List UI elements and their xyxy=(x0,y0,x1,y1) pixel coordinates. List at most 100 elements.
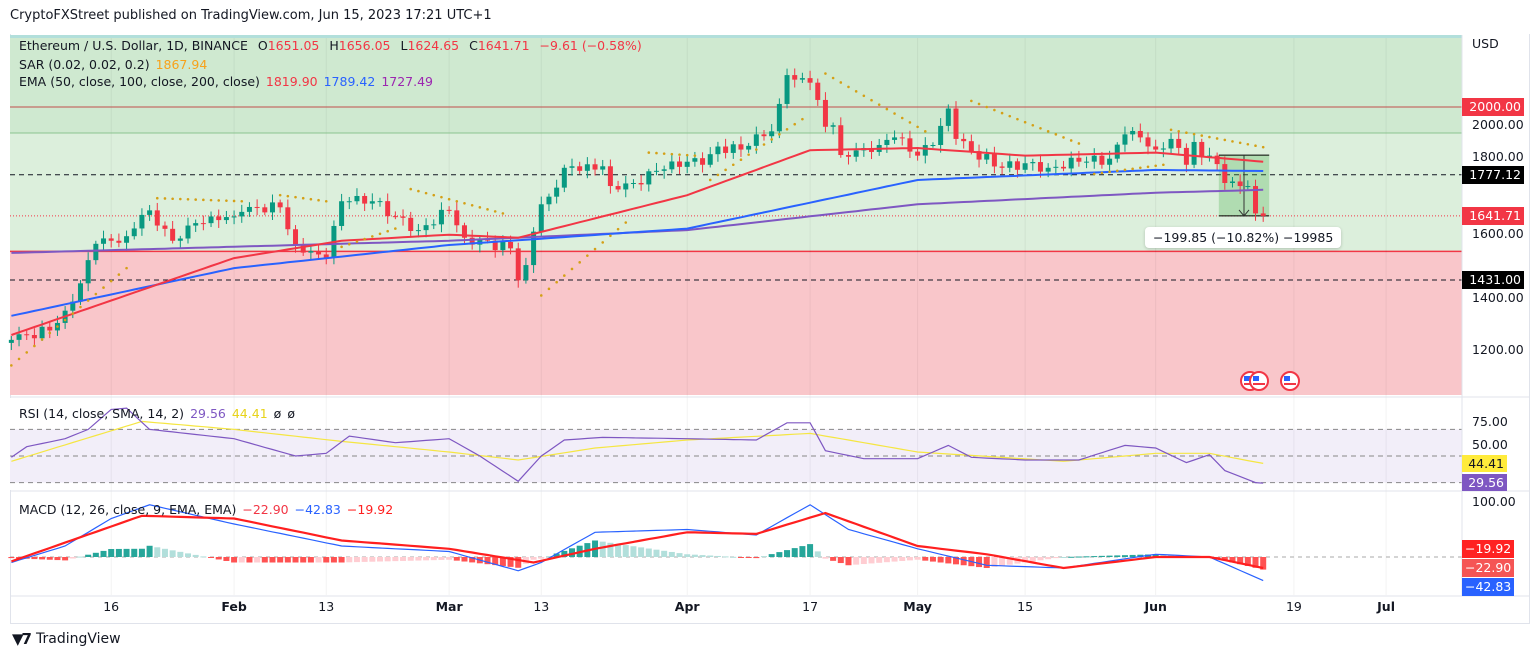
candle-down xyxy=(254,206,260,208)
macd-histogram-bar xyxy=(753,557,760,559)
macd-histogram-bar xyxy=(1045,557,1052,560)
candle-up xyxy=(692,158,698,162)
time-tick: Feb xyxy=(221,599,247,614)
sar-dot xyxy=(171,197,174,201)
symbol-legend[interactable]: Ethereum / U.S. Dollar, 1D, BINANCE O165… xyxy=(19,38,648,53)
macd-histogram-bar xyxy=(515,557,522,568)
candle-down xyxy=(323,254,329,258)
candle-up xyxy=(884,139,890,145)
sar-dot xyxy=(1200,134,1204,137)
macd-histogram-bar xyxy=(799,546,806,557)
macd-histogram-bar xyxy=(1060,557,1067,558)
candle-up xyxy=(684,161,690,167)
sar-dot xyxy=(824,72,827,75)
sar-dot xyxy=(232,199,236,203)
candle-up xyxy=(715,146,721,155)
macd-histogram-bar xyxy=(1160,554,1167,557)
candle-up xyxy=(139,214,145,229)
publish-info: CryptoFXStreet published on TradingView.… xyxy=(10,8,492,23)
macd-histogram-bar xyxy=(676,553,683,557)
time-tick: 13 xyxy=(318,599,335,614)
time-tick: Mar xyxy=(435,599,463,614)
sar-dot xyxy=(163,197,167,200)
candle-up xyxy=(377,201,383,203)
candle-up xyxy=(930,145,936,146)
sar-dot xyxy=(378,232,382,236)
flag-canton xyxy=(1244,376,1250,381)
ema-legend[interactable]: EMA (50, close, 100, close, 200, close) 1… xyxy=(19,74,439,89)
sar-dot xyxy=(1139,166,1142,170)
sar-dot xyxy=(1008,114,1012,118)
close-group: C1641.71 xyxy=(469,38,529,53)
candle-down xyxy=(285,207,291,230)
sar-dot xyxy=(685,153,689,157)
candle-up xyxy=(1122,134,1128,145)
time-tick: 16 xyxy=(103,599,120,614)
sar-dot xyxy=(1069,139,1073,142)
rsi-label: 44.41 xyxy=(1462,455,1507,472)
macd-histogram-bar xyxy=(1137,554,1144,557)
flag-stripe xyxy=(1253,383,1265,385)
rsi-label: RSI (14, close, SMA, 14, 2) xyxy=(19,406,185,421)
sar-dot xyxy=(923,130,927,133)
macd-histogram-bar xyxy=(607,542,614,557)
macd-histogram-bar xyxy=(1075,556,1082,558)
macd-histogram-bar xyxy=(599,541,606,557)
macd-histogram-bar xyxy=(384,557,391,562)
time-tick: May xyxy=(903,599,932,614)
ema100-value: 1789.42 xyxy=(323,74,376,89)
candle-up xyxy=(1030,162,1036,164)
macd-histogram-bar xyxy=(615,543,622,557)
footer-brand: TradingView xyxy=(35,631,121,647)
sar-dot xyxy=(317,198,320,202)
macd-histogram-bar xyxy=(822,557,829,559)
candle-up xyxy=(339,201,345,226)
sar-dot xyxy=(900,116,904,120)
candle-down xyxy=(961,138,967,142)
candle-down xyxy=(968,141,974,152)
macd-histogram-bar xyxy=(1221,557,1228,561)
sar-dot xyxy=(609,234,612,238)
candle-down xyxy=(792,75,798,80)
macd-legend[interactable]: MACD (12, 26, close, 9, EMA, EMA) −22.90−… xyxy=(19,502,399,517)
macd-histogram-bar xyxy=(899,557,906,561)
sar-dot xyxy=(447,197,451,201)
macd-histogram-bar xyxy=(1229,557,1236,563)
sar-dot xyxy=(731,163,735,167)
sar-legend[interactable]: SAR (0.02, 0.02, 0.2) 1867.94 xyxy=(19,57,213,72)
candle-down xyxy=(116,240,122,243)
macd-histogram-bar xyxy=(807,544,814,557)
candle-down xyxy=(515,248,521,281)
candle-down xyxy=(392,216,398,218)
macd-histogram-bar xyxy=(92,552,99,557)
macd-histogram-bar xyxy=(185,553,191,557)
candle-down xyxy=(899,137,905,139)
sar-dot xyxy=(94,292,98,296)
sar-dot xyxy=(831,76,835,80)
macd-label: −19.92 xyxy=(1462,540,1514,558)
sar-dot xyxy=(1039,126,1042,130)
sar-dot xyxy=(1146,165,1150,169)
measure-label: −199.85 (−10.82%) −19985 xyxy=(1145,227,1342,248)
macd-line xyxy=(11,504,1264,582)
macd-histogram-bar xyxy=(407,557,414,561)
sar-dot xyxy=(486,208,489,211)
candle-down xyxy=(293,229,299,246)
candle-down xyxy=(1199,141,1205,158)
sar-dot xyxy=(71,312,75,315)
sar-dot xyxy=(1131,167,1134,171)
candle-up xyxy=(185,225,191,239)
sar-dot xyxy=(1231,140,1234,143)
change-value: −9.61 (−0.58%) xyxy=(539,38,642,53)
sar-dot xyxy=(747,153,750,156)
rsi-legend[interactable]: RSI (14, close, SMA, 14, 2) 29.56 44.41 ø ø xyxy=(19,406,301,421)
macd-histogram-bar xyxy=(261,557,268,563)
macd-histogram-bar xyxy=(200,556,207,558)
close-value: 1641.71 xyxy=(477,38,530,53)
macd-histogram-bar xyxy=(1106,555,1113,557)
tradingview-logo[interactable]: ▼7 TradingView xyxy=(12,630,121,648)
flag-canton xyxy=(1253,376,1259,381)
sar-dot xyxy=(647,151,651,154)
sar-dot xyxy=(793,122,797,126)
